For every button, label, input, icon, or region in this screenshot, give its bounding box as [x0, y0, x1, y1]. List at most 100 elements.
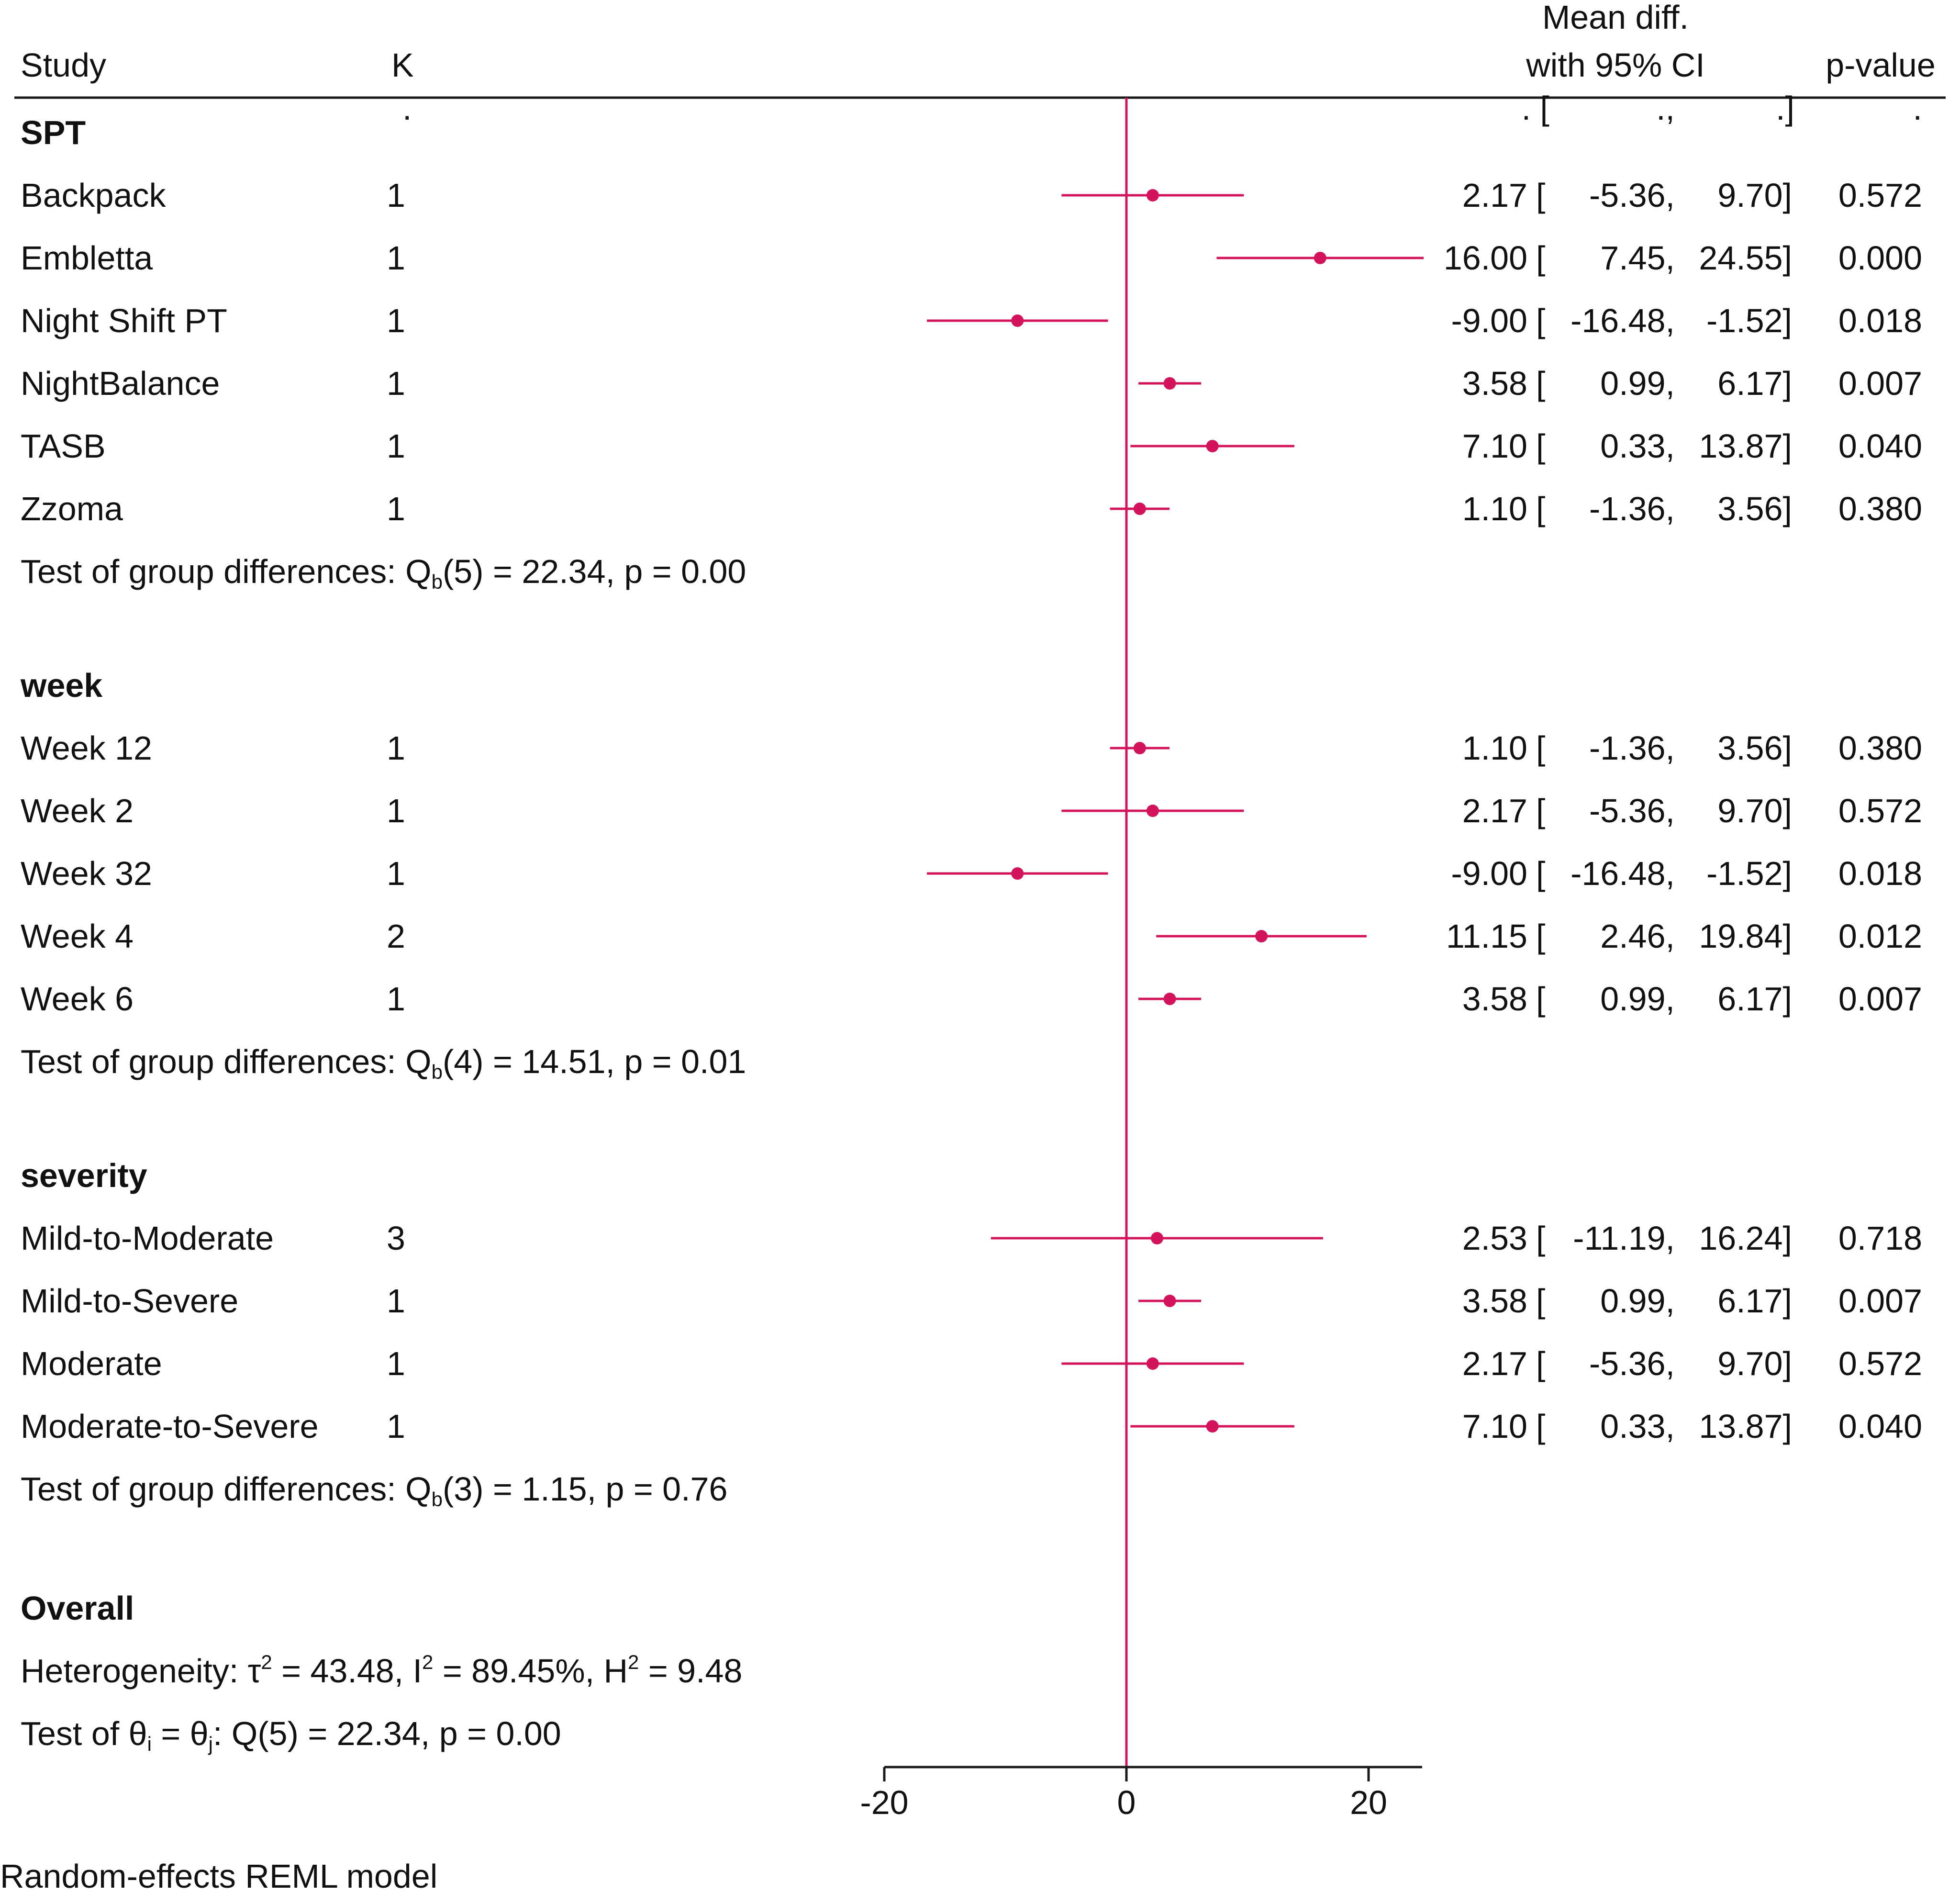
- x-tick-label: 0: [1117, 1784, 1136, 1821]
- heterogeneity-sup-h: 2: [628, 1651, 639, 1673]
- overall-test-sub-j: j: [208, 1733, 213, 1755]
- overall-test-mid: = θ: [152, 1715, 209, 1752]
- row-k: 1: [387, 729, 405, 767]
- placeholder-effect: . [: [1522, 90, 1549, 127]
- group-test: Test of group differences: Qb(4) = 14.51…: [21, 1043, 746, 1083]
- overall-test: Test of θi = θj: Q(5) = 22.34, p = 0.00: [21, 1715, 561, 1755]
- estimate-point: [1151, 1232, 1164, 1244]
- header-effect-line1: Mean diff.: [1542, 0, 1689, 36]
- row-pvalue: 0.380: [1838, 729, 1922, 767]
- row-estimate: 3.58: [1462, 1282, 1527, 1320]
- row-estimate: 1.10: [1462, 729, 1527, 767]
- row-ci-lower: -1.36,: [1589, 729, 1675, 767]
- estimate-point: [1163, 377, 1176, 390]
- row-ci-upper: 9.70]: [1717, 177, 1792, 214]
- row-pvalue: 0.012: [1838, 918, 1922, 955]
- row-pvalue: 0.007: [1838, 365, 1922, 402]
- header-pvalue: p-value: [1826, 46, 1936, 84]
- row-ci-upper: -1.52]: [1706, 302, 1792, 339]
- row-ci-open-bracket: [: [1536, 302, 1545, 339]
- row-ci-upper: 13.87]: [1699, 1408, 1792, 1445]
- row-ci-open-bracket: [: [1536, 490, 1545, 527]
- group-test-prefix: Test of group differences: Q: [21, 1470, 432, 1508]
- row-k: 1: [387, 490, 405, 527]
- estimate-point: [1133, 742, 1146, 754]
- header-k: K: [391, 46, 414, 84]
- row-ci-lower: -1.36,: [1589, 490, 1675, 527]
- x-tick-label: -20: [860, 1784, 908, 1821]
- row-pvalue: 0.718: [1838, 1220, 1922, 1257]
- row-k: 1: [387, 980, 405, 1018]
- row-estimate: 2.17: [1462, 792, 1527, 829]
- row-pvalue: 0.040: [1838, 427, 1922, 465]
- row-estimate: 2.53: [1462, 1220, 1527, 1257]
- row-ci-upper: 6.17]: [1717, 1282, 1792, 1320]
- row-ci-lower: 2.46,: [1600, 918, 1675, 955]
- header-study: Study: [21, 46, 106, 84]
- row-ci-upper: 3.56]: [1717, 729, 1792, 767]
- model-note: Random-effects REML model: [0, 1858, 437, 1892]
- row-ci-open-bracket: [: [1536, 855, 1545, 892]
- row-estimate: -9.00: [1451, 302, 1527, 339]
- row-ci-lower: -11.19,: [1573, 1220, 1675, 1257]
- row-estimate: 11.15: [1446, 918, 1527, 955]
- heterogeneity-tau-value: = 43.48, I: [272, 1652, 422, 1690]
- row-ci-lower: 0.99,: [1600, 365, 1675, 402]
- row-ci-open-bracket: [: [1536, 1345, 1545, 1382]
- heterogeneity-prefix: Heterogeneity: τ: [21, 1652, 261, 1690]
- row-k: 1: [387, 855, 405, 892]
- row-label: Embletta: [21, 239, 153, 277]
- row-label: TASB: [21, 427, 106, 465]
- group-title: SPT: [21, 114, 86, 151]
- heterogeneity-sup-i: 2: [422, 1651, 433, 1673]
- row-k: 2: [387, 918, 405, 955]
- row-k: 3: [387, 1220, 405, 1257]
- row-pvalue: 0.007: [1838, 1282, 1922, 1320]
- row-ci-open-bracket: [: [1536, 365, 1545, 402]
- group-test-sub: b: [432, 571, 443, 593]
- row-label: Zzoma: [21, 490, 123, 527]
- placeholder-p: .: [1913, 90, 1922, 127]
- placeholder-k: .: [402, 90, 412, 127]
- row-pvalue: 0.018: [1838, 302, 1922, 339]
- row-label: Mild-to-Severe: [21, 1282, 238, 1320]
- group-test-suffix: (3) = 1.15, p = 0.76: [443, 1470, 727, 1508]
- row-pvalue: 0.572: [1838, 792, 1922, 829]
- row-ci-upper: 16.24]: [1699, 1220, 1792, 1257]
- row-estimate: 16.00: [1444, 239, 1527, 277]
- estimate-point: [1146, 189, 1159, 202]
- estimate-point: [1146, 1357, 1159, 1370]
- row-k: 1: [387, 1345, 405, 1382]
- estimate-point: [1206, 440, 1219, 452]
- row-ci-lower: 0.33,: [1600, 427, 1675, 465]
- row-ci-open-bracket: [: [1536, 239, 1545, 277]
- row-estimate: 3.58: [1462, 980, 1527, 1018]
- estimate-point: [1163, 993, 1176, 1005]
- row-k: 1: [387, 239, 405, 277]
- group-test-sub: b: [432, 1061, 443, 1083]
- placeholder-ci-mid: .,: [1656, 90, 1675, 127]
- row-ci-open-bracket: [: [1536, 1220, 1545, 1257]
- group-test-prefix: Test of group differences: Q: [21, 553, 432, 590]
- group-test: Test of group differences: Qb(3) = 1.15,…: [21, 1470, 727, 1511]
- group-test-suffix: (4) = 14.51, p = 0.01: [443, 1043, 746, 1080]
- row-ci-lower: -5.36,: [1589, 177, 1675, 214]
- row-label: Week 4: [21, 918, 134, 955]
- row-estimate: 1.10: [1462, 490, 1527, 527]
- row-ci-open-bracket: [: [1536, 427, 1545, 465]
- row-ci-upper: 13.87]: [1699, 427, 1792, 465]
- row-ci-lower: 0.99,: [1600, 1282, 1675, 1320]
- group-test-suffix: (5) = 22.34, p = 0.00: [443, 553, 746, 590]
- estimate-point: [1011, 314, 1024, 327]
- row-ci-open-bracket: [: [1536, 177, 1545, 214]
- row-estimate: 7.10: [1462, 1408, 1527, 1445]
- row-ci-lower: 0.99,: [1600, 980, 1675, 1018]
- row-label: NightBalance: [21, 365, 220, 402]
- row-estimate: 3.58: [1462, 365, 1527, 402]
- row-label: Week 6: [21, 980, 134, 1018]
- placeholder-ci-end: .]: [1776, 90, 1794, 127]
- row-ci-lower: -5.36,: [1589, 792, 1675, 829]
- row-label: Moderate-to-Severe: [21, 1408, 319, 1445]
- overall-title: Overall: [21, 1590, 134, 1627]
- row-ci-upper: -1.52]: [1706, 855, 1792, 892]
